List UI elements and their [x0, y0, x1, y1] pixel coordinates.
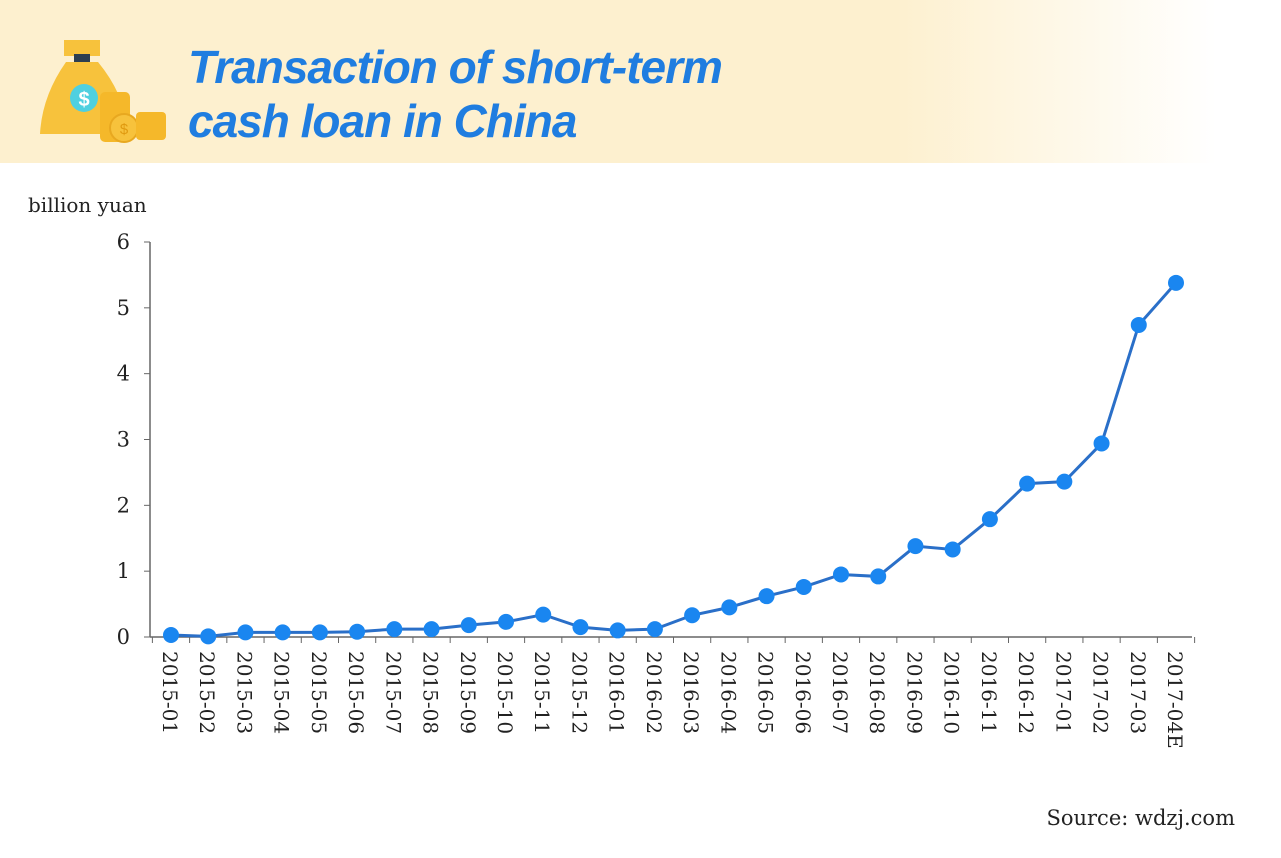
- data-point: [423, 621, 440, 638]
- x-tick-label: 2015-01: [158, 651, 182, 734]
- x-tick-label: 2015-10: [493, 651, 517, 734]
- x-tick-label: 2016-04: [716, 651, 740, 734]
- data-point: [684, 607, 701, 624]
- data-point: [460, 617, 477, 634]
- data-point: [795, 578, 812, 595]
- x-tick-label: 2016-03: [679, 651, 703, 734]
- data-point: [1056, 473, 1073, 490]
- x-tick-label: 2015-02: [195, 651, 219, 734]
- x-tick-label: 2016-10: [940, 651, 964, 734]
- y-tick-label: 3: [117, 428, 130, 452]
- x-tick-label: 2015-04: [270, 651, 294, 734]
- x-tick-label: 2016-08: [865, 651, 889, 734]
- x-tick-label: 2015-06: [344, 651, 368, 734]
- x-tick-label: 2017-04E: [1163, 651, 1187, 749]
- data-point: [274, 624, 291, 641]
- x-tick-label: 2015-07: [381, 651, 405, 734]
- money-bag-coins-icon: $ $: [40, 40, 166, 143]
- series-line: [170, 281, 1178, 638]
- x-tick-label: 2015-11: [530, 651, 554, 734]
- data-point: [981, 511, 998, 528]
- data-point: [758, 588, 775, 605]
- data-point: [907, 538, 924, 555]
- data-point: [721, 599, 738, 616]
- data-point: [237, 624, 254, 641]
- y-tick-label: 6: [117, 230, 130, 254]
- data-point: [1093, 435, 1110, 452]
- data-point: [1130, 316, 1147, 333]
- data-point: [163, 627, 179, 644]
- y-tick-label: 1: [117, 559, 130, 583]
- data-point: [535, 606, 552, 623]
- header-banner: [0, 0, 1281, 163]
- x-tick-label: 2016-12: [1014, 651, 1038, 734]
- source-note: Source: wdzj.com: [1046, 806, 1235, 830]
- data-point: [1168, 274, 1184, 291]
- x-tick-label: 2016-05: [754, 651, 778, 734]
- svg-text:$: $: [120, 121, 129, 138]
- svg-text:$: $: [78, 89, 89, 111]
- data-point: [200, 628, 217, 645]
- x-tick-label: 2016-01: [605, 651, 629, 734]
- data-point: [386, 621, 403, 638]
- data-point: [349, 623, 366, 640]
- data-point: [833, 566, 849, 583]
- y-tick-label: 4: [117, 362, 130, 386]
- y-tick-label: 0: [117, 625, 130, 649]
- y-tick-label: 2: [117, 493, 130, 517]
- x-tick-label: 2016-07: [828, 651, 852, 734]
- page-title: Transaction of short-term cash loan in C…: [188, 40, 723, 148]
- title-line-1: Transaction of short-term: [188, 41, 723, 93]
- data-point: [609, 622, 626, 639]
- data-point: [944, 541, 961, 558]
- x-tick-label: 2015-12: [567, 651, 591, 734]
- x-tick-label: 2016-09: [902, 651, 926, 734]
- data-point: [870, 568, 887, 585]
- x-tick-label: 2016-11: [977, 651, 1001, 734]
- y-tick-label: 5: [117, 296, 130, 320]
- y-axis-label: billion yuan: [28, 193, 147, 217]
- x-tick-label: 2017-03: [1126, 651, 1150, 734]
- x-tick-label: 2015-08: [419, 651, 443, 734]
- data-point: [498, 613, 514, 630]
- x-tick-label: 2016-02: [642, 651, 666, 734]
- data-point: [646, 621, 663, 638]
- x-tick-label: 2015-03: [232, 651, 256, 734]
- data-point: [311, 624, 328, 641]
- x-tick-label: 2015-05: [307, 651, 331, 734]
- x-tick-label: 2017-01: [1051, 651, 1075, 734]
- x-tick-label: 2016-06: [791, 651, 815, 734]
- title-line-2: cash loan in China: [188, 95, 577, 147]
- x-tick-label: 2015-09: [456, 651, 480, 734]
- data-point: [1019, 475, 1036, 492]
- x-tick-label: 2017-02: [1089, 651, 1113, 734]
- data-point: [572, 619, 589, 636]
